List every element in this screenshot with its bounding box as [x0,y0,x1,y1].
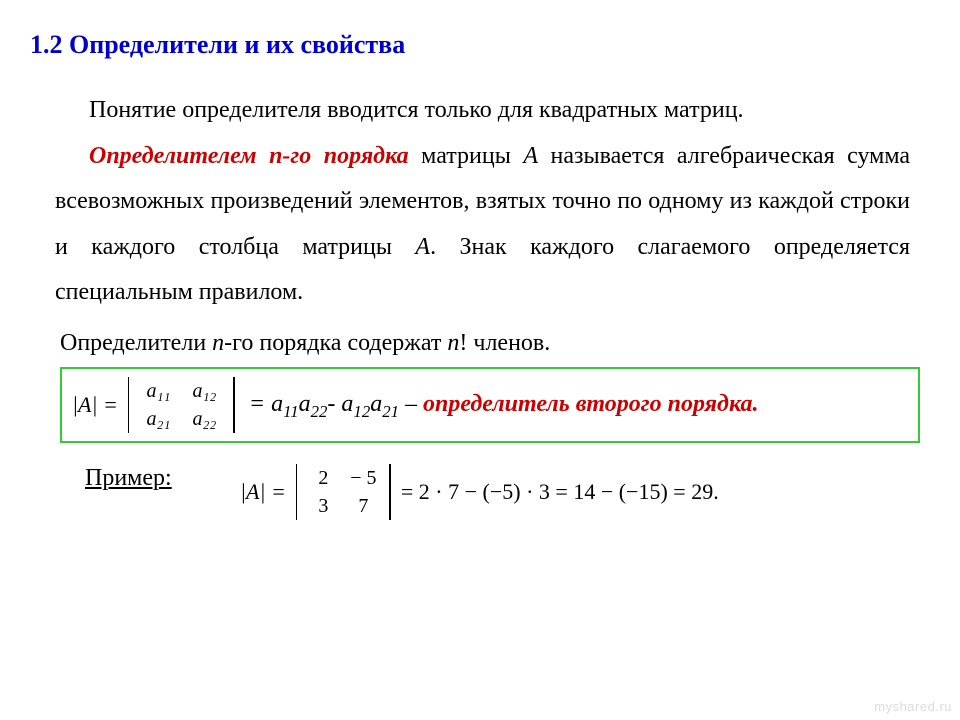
definition-term: Определителем n-го порядка [89,143,409,169]
det2-eq: = [249,391,271,417]
ex-m21: 3 [303,492,343,520]
s11: 11 [283,402,299,421]
ex-rhs: = 2 · 7 − (−5) · 3 = 14 − (−15) = 29. [401,479,719,505]
fact-n: n [212,330,224,356]
ex-m11: 2 [303,464,343,492]
body-paragraphs: Понятие определителя вводится только для… [55,88,910,316]
determinant-2x2-box: |A| = a₁₁ a₁₂ a₂₁ a₂₂ = a11a22- a12a21 –… [60,367,920,443]
minus: - [327,391,341,417]
s12: 12 [353,402,370,421]
fact-2: -го порядка содержат [224,330,447,356]
section-heading: 1.2 Определители и их свойства [30,30,920,60]
para2-A1: A [523,143,538,169]
slide: 1.2 Определители и их свойства Понятие о… [0,0,960,720]
fact-line: Определители n-го порядка содержат n! чл… [60,330,920,357]
ex-lhs-text: |A| = [240,479,286,505]
det2-definition: определитель второго порядка. [423,391,759,417]
para2-part1: матрицы [409,143,524,169]
para2-A2: A [415,234,430,260]
s21: 21 [382,402,399,421]
fact-1: Определители [60,330,212,356]
det2-rhs: = a11a22- a12a21 – определитель второго … [249,391,759,418]
a4: a [370,391,382,417]
watermark: myshared.ru [874,699,952,714]
det2-a12: a₁₂ [181,377,227,405]
example-formula: |A| = 2 − 5 3 7 = 2 · 7 − (−5) · 3 = 14 … [240,462,920,522]
a1: a [271,391,283,417]
ex-m22: 7 [343,492,383,520]
det2-a22: a₂₂ [181,405,227,433]
a2: a [299,391,311,417]
det2-lhs-text: |A| = [72,392,118,418]
det2-a21: a₂₁ [135,405,181,433]
dash: – [399,391,423,417]
det2-lhs: |A| = a₁₁ a₁₂ a₂₁ a₂₂ [72,375,239,435]
a3: a [341,391,353,417]
fact-n2: n [447,330,459,356]
det2-a11: a₁₁ [135,377,181,405]
paragraph-1: Понятие определителя вводится только для… [89,97,744,123]
fact-3: ! членов. [459,330,550,356]
ex-m12: − 5 [343,464,383,492]
s22: 22 [311,402,328,421]
